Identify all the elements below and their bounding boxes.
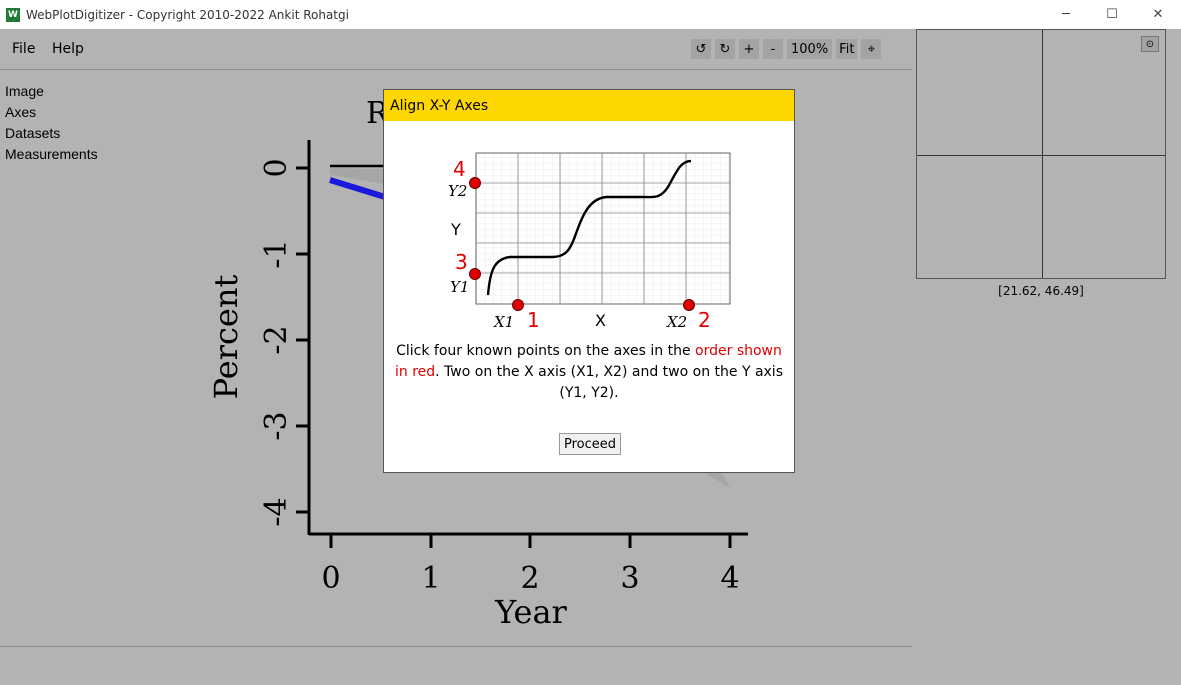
menu-file[interactable]: File — [12, 41, 36, 57]
y-axis-label: Percent — [207, 275, 245, 400]
x1-label: X1 — [493, 313, 514, 331]
point-1-number: 1 — [527, 308, 540, 332]
nav-item-image[interactable]: Image — [5, 83, 44, 99]
menu-help[interactable]: Help — [52, 41, 84, 57]
x-tick-label: 0 — [321, 561, 340, 596]
zoom-in-button[interactable]: + — [739, 39, 759, 59]
x-axis-label: Year — [494, 593, 567, 631]
y-tick-label: -1 — [259, 239, 294, 268]
y-tick-label: -2 — [259, 325, 294, 354]
dialog-title: Align X-Y Axes — [384, 90, 794, 121]
menu-bar: File Help ↺ ↻ + - 100% Fit ⌖ — [0, 29, 912, 70]
axes-example-figure: 4 3 1 2 Y2 Y1 X1 X2 Y X — [448, 152, 731, 332]
point-2-number: 2 — [698, 308, 711, 332]
point-4-number: 4 — [453, 157, 466, 181]
x-axis-name: X — [595, 311, 606, 330]
x-tick-label: 3 — [620, 561, 639, 596]
side-navigation: Image Axes Datasets Measurements — [5, 81, 98, 165]
close-button[interactable]: ✕ — [1152, 7, 1164, 22]
nav-item-axes[interactable]: Axes — [5, 104, 37, 120]
y2-label: Y2 — [448, 182, 467, 200]
data-series-line — [329, 177, 386, 200]
zoom-toolbar: ↺ ↻ + - 100% Fit ⌖ — [691, 39, 882, 59]
y1-label: Y1 — [450, 278, 469, 296]
point-3-number: 3 — [455, 250, 468, 274]
cursor-coordinates: [21.62, 46.49] — [998, 284, 1084, 298]
y-tick-label: -3 — [259, 411, 294, 440]
y-tick-label: 0 — [259, 158, 294, 177]
instructions-text: Click four known points on the axes in t… — [396, 343, 696, 359]
instructions-highlight: order shown in red — [394, 343, 782, 380]
example-plot-area — [475, 152, 731, 305]
zoom-level-button[interactable]: 100% — [787, 39, 833, 59]
magnifier-crosshair-horizontal — [917, 155, 1165, 156]
rotate-ccw-button[interactable]: ↺ — [691, 39, 711, 59]
zoom-magnifier: ⊙ — [916, 29, 1166, 279]
y-axis-name: Y — [450, 220, 461, 239]
dialog-instructions: Click four known points on the axes in t… — [392, 341, 786, 404]
x-tick-label: 4 — [720, 561, 739, 596]
canvas-bottom-border — [0, 646, 912, 647]
magnifier-crosshair-vertical — [1042, 30, 1043, 278]
x-tick-label: 2 — [520, 561, 539, 596]
fit-button[interactable]: Fit — [836, 39, 858, 59]
settings-icon[interactable]: ⊙ — [1141, 36, 1159, 52]
maximize-button[interactable]: ☐ — [1106, 7, 1118, 22]
instructions-text-end: . Two on the X axis (X1, X2) and two on … — [435, 364, 783, 401]
rotate-cw-button[interactable]: ↻ — [715, 39, 735, 59]
align-axes-dialog: Align X-Y Axes 4 3 1 2 — [383, 89, 795, 473]
nav-item-datasets[interactable]: Datasets — [5, 125, 61, 141]
crosshair-icon[interactable]: ⌖ — [861, 39, 882, 59]
y-tick-label: -4 — [259, 497, 294, 526]
example-curve — [486, 159, 692, 296]
nav-item-measurements[interactable]: Measurements — [5, 146, 98, 162]
point-3-marker — [469, 268, 481, 280]
window-title: WebPlotDigitizer - Copyright 2010-2022 A… — [26, 7, 349, 22]
minimize-button[interactable]: ─ — [1062, 7, 1070, 22]
point-4-marker — [469, 177, 481, 189]
window-titlebar: W WebPlotDigitizer - Copyright 2010-2022… — [0, 0, 1181, 29]
proceed-button[interactable]: Proceed — [559, 433, 622, 455]
point-1-marker — [512, 299, 524, 311]
zoom-out-button[interactable]: - — [763, 39, 783, 59]
x-tick-label: 1 — [421, 561, 440, 596]
app-logo-icon: W — [6, 7, 20, 22]
point-2-marker — [683, 299, 695, 311]
x2-label: X2 — [666, 313, 687, 331]
